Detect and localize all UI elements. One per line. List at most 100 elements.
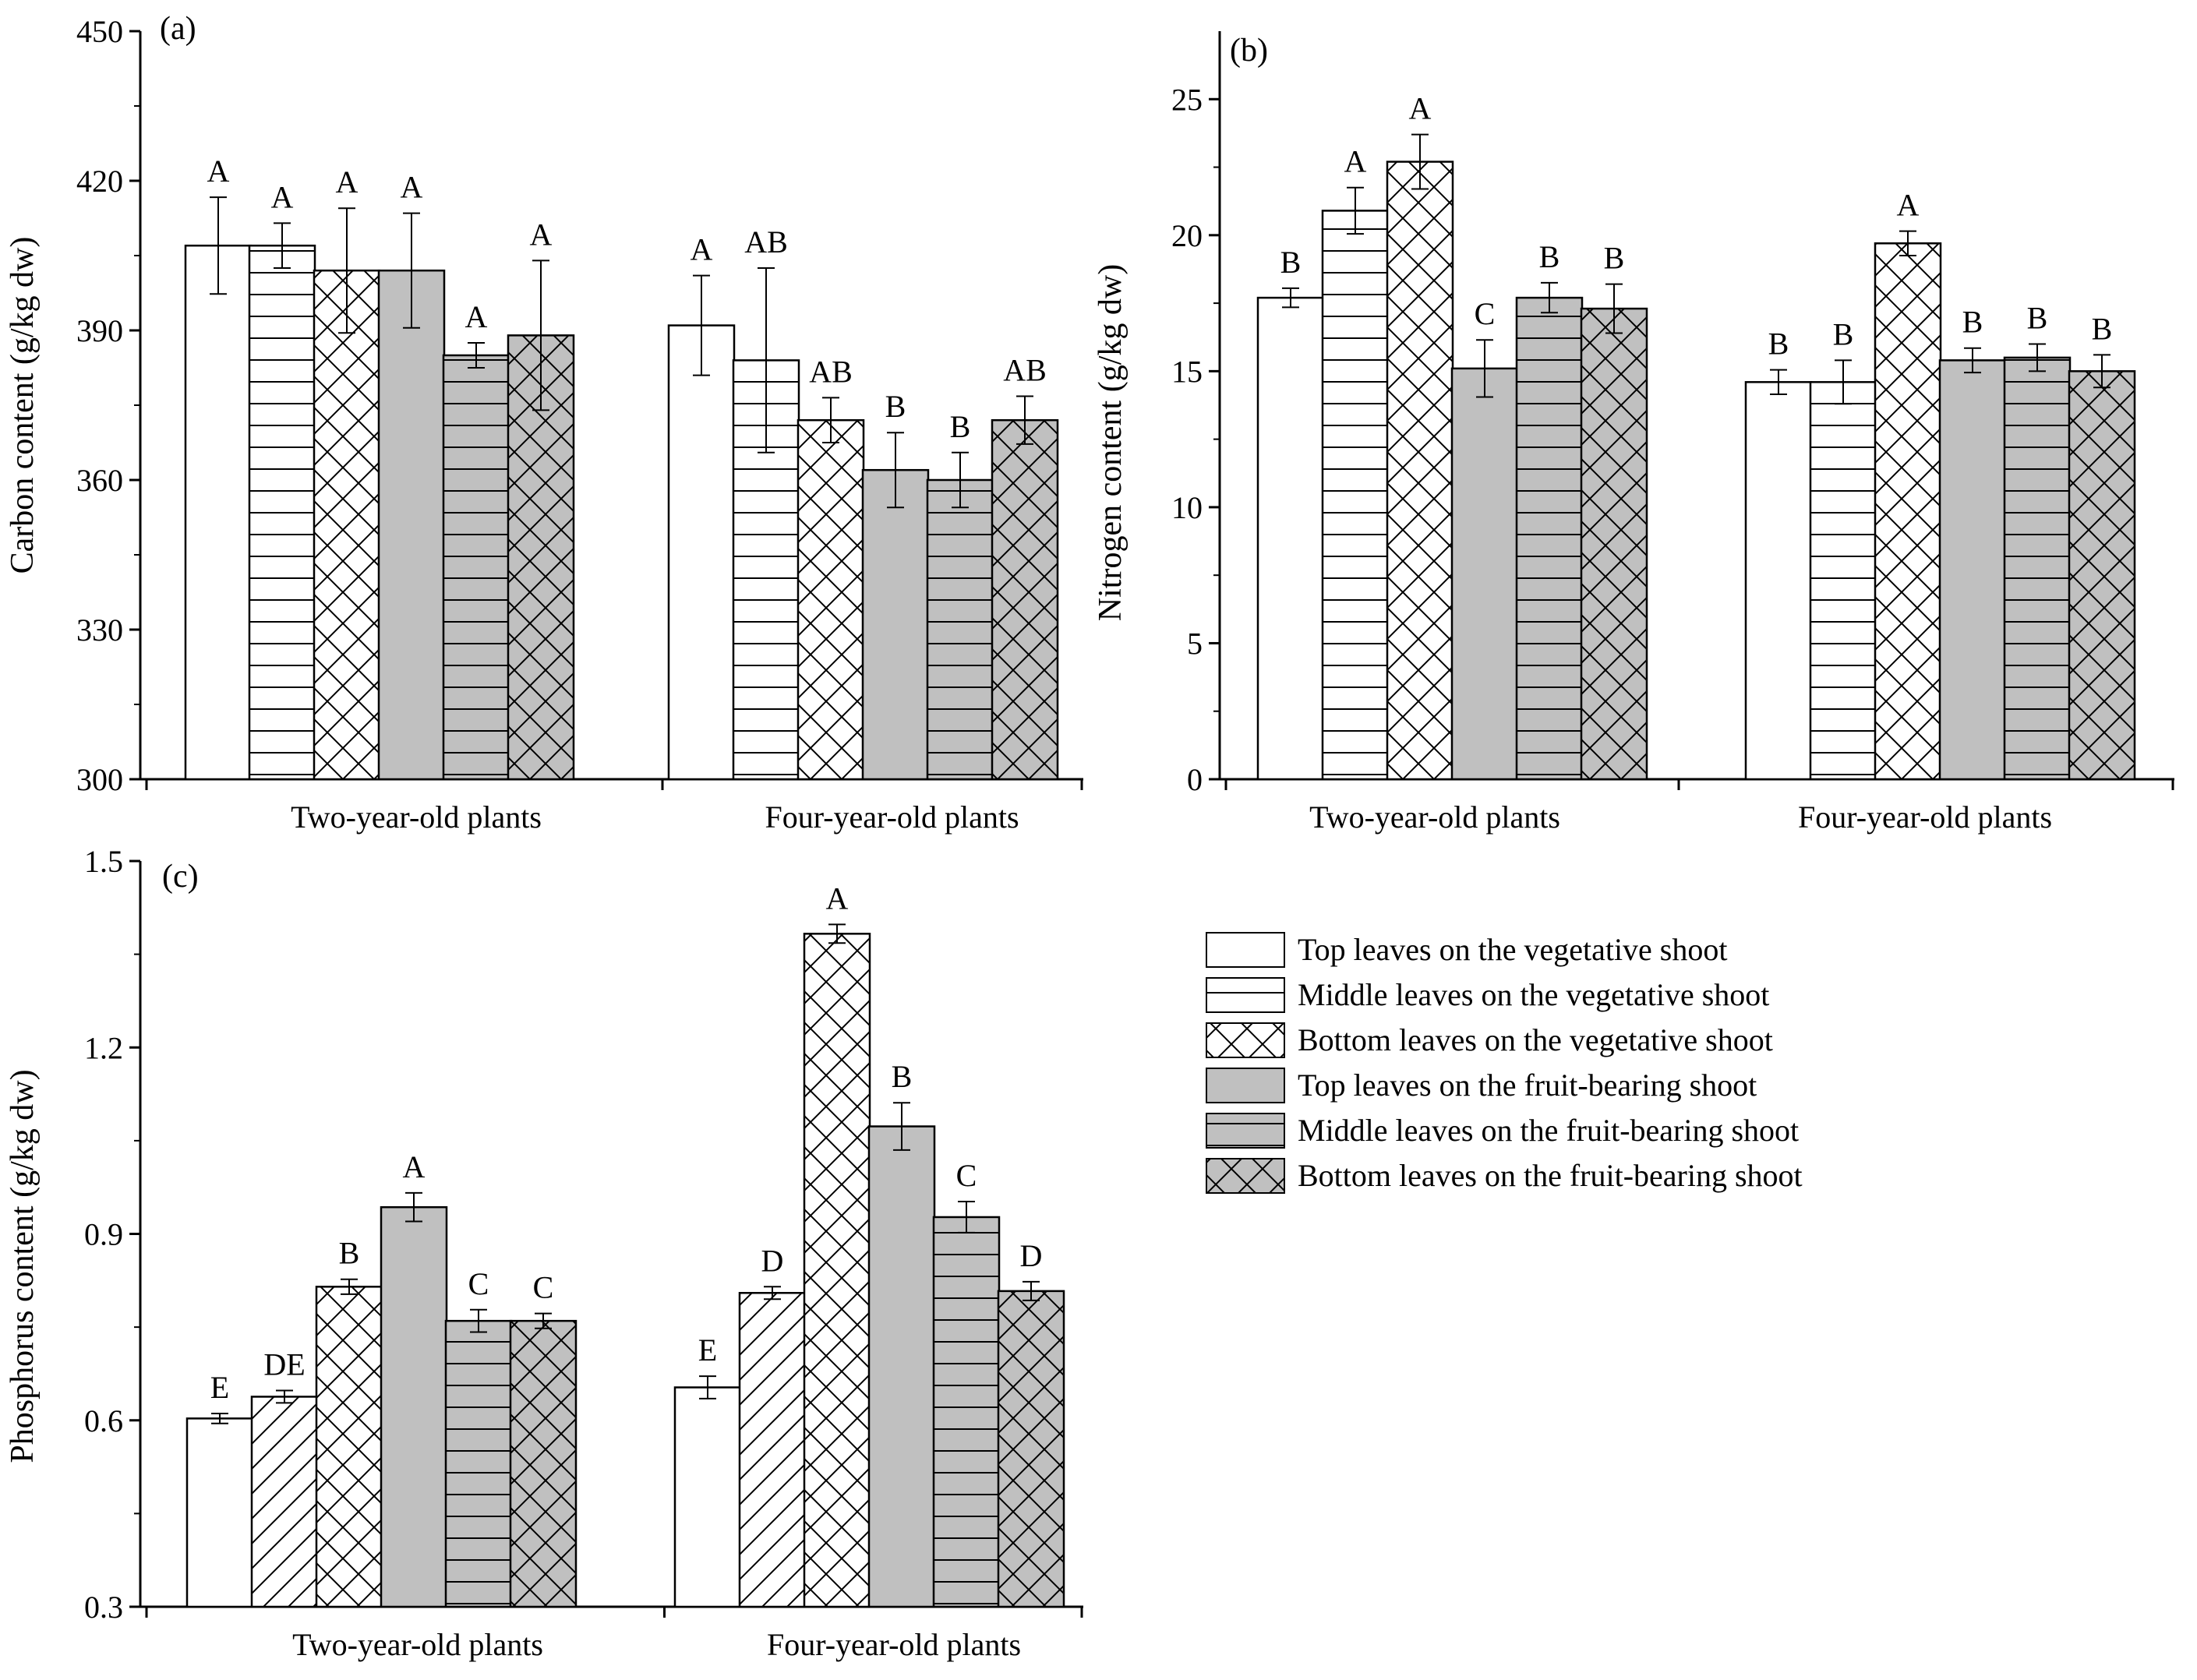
legend-label: Top leaves on the vegetative shoot (1298, 932, 1727, 967)
significance-letter: B (885, 389, 906, 424)
significance-letter: A (271, 179, 294, 214)
y-tick-label: 15 (1171, 354, 1203, 389)
x-tick-label: Two-year-old plants (1309, 799, 1560, 835)
bar (313, 269, 381, 781)
bar (1580, 307, 1648, 781)
legend: Top leaves on the vegetative shoot Middl… (1206, 932, 1803, 1194)
y-tick-label: 20 (1171, 218, 1203, 253)
significance-letter: B (1768, 326, 1789, 362)
bar (932, 1216, 1001, 1608)
legend-item: Middle leaves on the vegetative shoot (1206, 977, 1769, 1013)
significance-letter: C (468, 1266, 489, 1301)
significance-letter: A (465, 299, 488, 334)
y-tick-label: 450 (76, 14, 123, 49)
y-tick-label: 300 (76, 762, 123, 797)
bar (667, 324, 736, 781)
bar (867, 1125, 936, 1608)
significance-letter: A (1409, 91, 1432, 126)
x-tick-label: Four-year-old plants (1798, 799, 2052, 835)
x-tick-label: Two-year-old plants (291, 799, 542, 835)
y-tick-label: 25 (1171, 82, 1203, 117)
y-tick-label: 5 (1187, 626, 1203, 661)
bar (377, 269, 446, 781)
y-tick-label: 1.5 (84, 844, 123, 879)
legend-label: Middle leaves on the vegetative shoot (1298, 977, 1769, 1012)
panel-label-c: (c) (162, 859, 199, 895)
phosphorus-y-axis-label: Phosphorus content (g/kg dw) (5, 1069, 41, 1463)
significance-letter: A (207, 154, 230, 189)
bar (184, 244, 253, 781)
legend-swatch (1206, 1068, 1285, 1103)
significance-letter: B (339, 1236, 360, 1271)
y-tick-label: 360 (76, 463, 123, 498)
legend-label: Bottom leaves on the vegetative shoot (1298, 1022, 1773, 1057)
significance-letter: E (210, 1370, 229, 1405)
significance-letter: A (1897, 188, 1920, 223)
significance-letter: C (533, 1270, 554, 1305)
y-tick-label: 330 (76, 612, 123, 648)
bar (861, 468, 930, 781)
bar (1321, 210, 1390, 781)
carbon-chart: (a) Carbon content (g/kg dw) 300 330 360 39… (5, 11, 1083, 835)
significance-letter: A (403, 1149, 426, 1184)
legend-swatch (1206, 932, 1285, 968)
legend-item: Top leaves on the vegetative shoot (1206, 932, 1727, 968)
significance-letter: B (950, 409, 971, 444)
bar (738, 1292, 807, 1608)
bar (444, 1319, 513, 1608)
bar (1938, 359, 2007, 781)
significance-letter: D (761, 1243, 784, 1278)
bar (1744, 381, 1813, 781)
bar (380, 1205, 448, 1608)
legend-swatch (1206, 1022, 1285, 1058)
bar (997, 1290, 1065, 1608)
significance-letter: A (530, 217, 553, 252)
significance-letter: DE (263, 1346, 305, 1382)
bar (1874, 242, 1942, 781)
legend-item: Bottom leaves on the vegetative shoot (1206, 1022, 1773, 1058)
bar (1256, 296, 1325, 781)
legend-item: Top leaves on the fruit-bearing shoot (1206, 1068, 1757, 1103)
y-tick-label: 0.3 (84, 1590, 123, 1625)
y-tick-label: 1.2 (84, 1030, 123, 1065)
x-tick-label: Four-year-old plants (765, 799, 1019, 835)
bar (315, 1286, 383, 1608)
legend-item: Bottom leaves on the fruit-bearing shoot (1206, 1158, 1803, 1194)
significance-letter: B (1280, 245, 1302, 280)
significance-letter: AB (744, 224, 788, 259)
bar (797, 418, 865, 781)
bar (926, 478, 994, 781)
carbon-y-axis-label: Carbon content (g/kg dw) (5, 237, 41, 574)
nitrogen-chart: (b) Nitrogen content (g/kg dw) 0 5 10 15 20 2… (1093, 31, 2174, 835)
bar (442, 354, 510, 781)
bar (1386, 161, 1454, 781)
significance-letter: AB (809, 354, 853, 389)
panel-label-a: (a) (160, 11, 196, 47)
significance-letter: A (826, 881, 849, 916)
y-tick-label: 390 (76, 313, 123, 348)
significance-letter: AB (1003, 352, 1047, 387)
legend-label: Top leaves on the fruit-bearing shoot (1298, 1068, 1757, 1103)
significance-letter: C (956, 1158, 977, 1193)
bar (250, 1396, 319, 1608)
significance-letter: C (1475, 296, 1496, 331)
bar (185, 1417, 254, 1608)
y-tick-label: 0.6 (84, 1403, 123, 1438)
bar (991, 418, 1059, 781)
significance-letter: B (1962, 305, 1983, 340)
y-tick-label: 420 (76, 164, 123, 199)
significance-letter: A (1344, 144, 1367, 179)
y-tick-label: 0.9 (84, 1217, 123, 1252)
y-tick-label: 10 (1171, 490, 1203, 525)
bar (1450, 367, 1519, 781)
significance-letter: B (1539, 239, 1560, 274)
x-tick-label: Four-year-old plants (767, 1627, 1021, 1662)
significance-letter: E (698, 1332, 717, 1368)
significance-letter: A (691, 232, 713, 267)
significance-letter: D (1020, 1238, 1043, 1273)
bar (1515, 296, 1584, 781)
bar (673, 1386, 742, 1608)
legend-swatch (1206, 1113, 1285, 1149)
panel-label-b: (b) (1230, 33, 1268, 69)
bar (248, 244, 316, 781)
